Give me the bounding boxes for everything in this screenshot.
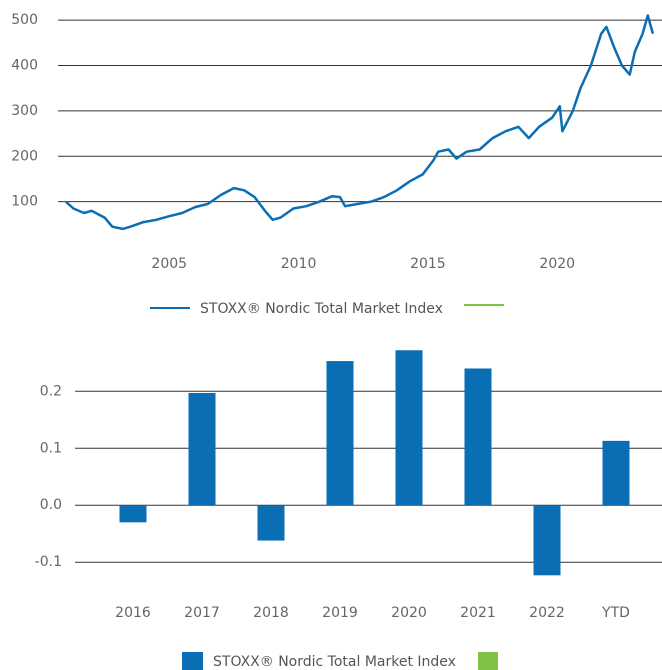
- y-tick-label: 400: [11, 57, 38, 73]
- y-tick-label: 200: [11, 148, 38, 164]
- x-tick-label: 2021: [460, 605, 496, 621]
- bar: [464, 368, 492, 506]
- x-tick-label: 2022: [529, 605, 565, 621]
- legend-swatch: [478, 652, 498, 670]
- y-tick-label: -0.1: [35, 554, 62, 570]
- x-tick-label: 2010: [281, 256, 317, 272]
- x-tick-label: 2017: [184, 605, 220, 621]
- bar: [326, 361, 354, 506]
- legend-label: STOXX® Nordic Total Market Index: [200, 301, 443, 317]
- y-tick-label: 0.1: [40, 440, 62, 456]
- bar: [395, 350, 423, 506]
- legend-label: STOXX® Nordic Total Market Index: [213, 654, 456, 670]
- x-tick-label: 2020: [539, 256, 575, 272]
- x-tick-label: YTD: [601, 605, 630, 621]
- x-tick-label: 2016: [115, 605, 151, 621]
- y-tick-label: 100: [11, 194, 38, 210]
- bar: [188, 392, 216, 506]
- x-tick-label: 2015: [410, 256, 446, 272]
- y-tick-label: 0.0: [40, 497, 62, 513]
- x-tick-label: 2018: [253, 605, 289, 621]
- bar: [602, 440, 630, 506]
- bar: [533, 505, 561, 576]
- y-tick-label: 500: [11, 12, 38, 28]
- legend-swatch: [182, 652, 203, 670]
- x-tick-label: 2020: [391, 605, 427, 621]
- y-tick-label: 0.2: [40, 383, 62, 399]
- bar: [119, 505, 147, 523]
- x-tick-label: 2019: [322, 605, 358, 621]
- x-tick-label: 2005: [151, 256, 187, 272]
- bar: [257, 505, 285, 541]
- line: [64, 14, 655, 231]
- y-tick-label: 300: [11, 103, 38, 119]
